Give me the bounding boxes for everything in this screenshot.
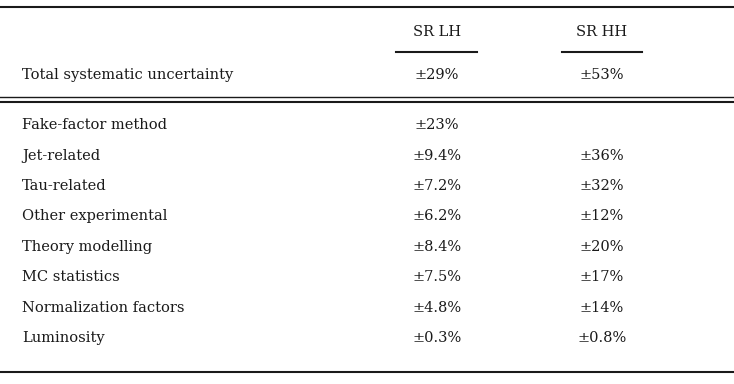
Text: Tau-related: Tau-related — [22, 179, 106, 193]
Text: ±0.8%: ±0.8% — [577, 331, 627, 345]
Text: ±9.4%: ±9.4% — [413, 149, 461, 163]
Text: Theory modelling: Theory modelling — [22, 240, 152, 254]
Text: Total systematic uncertainty: Total systematic uncertainty — [22, 68, 233, 82]
Text: ±7.5%: ±7.5% — [413, 270, 461, 284]
Text: SR LH: SR LH — [413, 25, 461, 39]
Text: Other experimental: Other experimental — [22, 209, 167, 223]
Text: ±29%: ±29% — [415, 68, 459, 82]
Text: ±53%: ±53% — [580, 68, 624, 82]
Text: ±23%: ±23% — [415, 118, 459, 132]
Text: MC statistics: MC statistics — [22, 270, 120, 284]
Text: ±17%: ±17% — [580, 270, 624, 284]
Text: ±32%: ±32% — [580, 179, 624, 193]
Text: ±4.8%: ±4.8% — [413, 301, 461, 315]
Text: Luminosity: Luminosity — [22, 331, 105, 345]
Text: ±36%: ±36% — [580, 149, 624, 163]
Text: Fake-factor method: Fake-factor method — [22, 118, 167, 132]
Text: SR HH: SR HH — [576, 25, 628, 39]
Text: ±14%: ±14% — [580, 301, 624, 315]
Text: ±6.2%: ±6.2% — [413, 209, 461, 223]
Text: ±0.3%: ±0.3% — [412, 331, 462, 345]
Text: Normalization factors: Normalization factors — [22, 301, 184, 315]
Text: ±20%: ±20% — [580, 240, 624, 254]
Text: ±12%: ±12% — [580, 209, 624, 223]
Text: ±8.4%: ±8.4% — [413, 240, 461, 254]
Text: Jet-related: Jet-related — [22, 149, 100, 163]
Text: ±7.2%: ±7.2% — [413, 179, 461, 193]
